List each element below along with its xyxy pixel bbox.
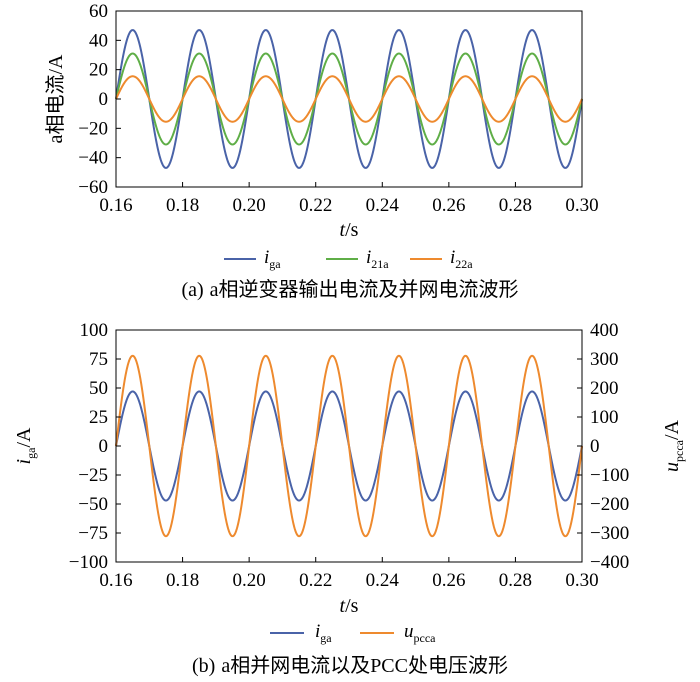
chart-b-legend: iga upcca [270,621,436,645]
chart-a-x-tick-label: 0.30 [565,195,598,216]
chart-a-y-tick-label: 60 [89,1,108,22]
chart-b-left-y-tick-label: 50 [89,378,108,399]
chart-b-x-tick-label: 0.24 [366,570,400,591]
chart-a: 0.16 0.18 0.20 0.22 0.24 0.26 0.28 0.30 60 40 20 0… [44,1,599,301]
legend-label-iga-b: iga [315,621,332,645]
chart-b-right-axis-label: upcca/A [661,419,686,472]
chart-b-y-ticks-right: 400 300 200 100 0 −100 −200 −300 −400 [577,320,629,573]
chart-a-x-tick-label: 0.20 [233,195,266,216]
chart-b-y-ticks-left: 100 75 50 25 0 −25 −50 −75 −100 [69,320,121,573]
chart-a-y-tick-label: 40 [89,30,108,51]
chart-b-left-y-tick-label: 0 [99,436,109,457]
chart-b-right-y-tick-label: 300 [590,349,619,370]
chart-a-y-tick-label: −20 [78,118,108,139]
chart-b-x-tick-label: 0.26 [432,570,465,591]
chart-a-caption: (a) a相逆变器输出电流及并网电流波形 [181,278,518,301]
legend-label-iga: iga [264,247,281,271]
chart-b-right-y-tick-label: −400 [590,552,629,573]
chart-b-right-y-tick-label: −100 [590,465,629,486]
chart-b-x-tick-label: 0.16 [99,570,132,591]
chart-b-x-tick-label: 0.18 [166,570,199,591]
chart-a-y-ticks: 60 40 20 0 −20 −40 −60 [78,1,121,198]
chart-a-legend: iga i21a i22a [224,247,473,271]
chart-b-left-y-tick-label: −25 [78,465,108,486]
chart-b-left-y-tick-label: 25 [89,407,108,428]
chart-b-right-y-tick-label: 100 [590,407,619,428]
legend-label-i22a: i22a [450,247,473,271]
chart-b-x-tick-label: 0.22 [299,570,332,591]
chart-b-caption: (b) a相并网电流以及PCC处电压波形 [192,654,508,677]
chart-a-y-tick-label: 0 [99,89,109,110]
chart-b-left-y-tick-label: −75 [78,523,108,544]
chart-a-x-tick-label: 0.24 [366,195,400,216]
chart-b-right-y-tick-label: −200 [590,494,629,515]
chart-a-y-axis-label: a相电流/A [44,54,67,143]
chart-b-right-y-tick-label: −300 [590,523,629,544]
chart-b: 0.16 0.18 0.20 0.22 0.24 0.26 0.28 0.30 100 75 50… [13,320,686,677]
chart-b-left-y-tick-label: −50 [78,494,108,515]
chart-b-x-tick-label: 0.30 [565,570,598,591]
chart-a-x-tick-label: 0.28 [499,195,532,216]
legend-label-i21a: i21a [366,247,389,271]
chart-b-right-y-tick-label: 200 [590,378,619,399]
chart-b-left-axis-label: iga/A [13,427,38,464]
chart-a-y-tick-label: −60 [78,177,108,198]
chart-b-x-tick-label: 0.28 [499,570,532,591]
legend-label-upcca: upcca [404,621,436,645]
chart-b-x-axis-label: t/s [340,595,359,617]
chart-a-lines [115,29,583,169]
chart-b-left-y-tick-label: −100 [69,552,108,573]
chart-a-series-i22a [115,75,583,123]
chart-a-x-tick-label: 0.16 [99,195,132,216]
chart-a-y-tick-label: −40 [78,148,108,169]
chart-a-x-ticks: 0.16 0.18 0.20 0.22 0.24 0.26 0.28 0.30 [99,182,599,216]
chart-b-left-y-tick-label: 100 [80,320,109,341]
chart-a-x-axis-label: t/s [340,219,359,241]
chart-b-lines [115,354,583,538]
chart-b-x-ticks: 0.16 0.18 0.20 0.22 0.24 0.26 0.28 0.30 [99,557,599,591]
chart-b-x-tick-label: 0.20 [233,570,266,591]
chart-a-x-tick-label: 0.22 [299,195,332,216]
chart-b-right-y-tick-label: 0 [590,436,600,457]
chart-a-x-tick-label: 0.26 [432,195,465,216]
chart-a-y-tick-label: 20 [89,60,108,81]
chart-b-left-y-tick-label: 75 [89,349,108,370]
chart-b-right-y-tick-label: 400 [590,320,619,341]
chart-b-series-upcca [115,354,583,538]
chart-a-x-tick-label: 0.18 [166,195,199,216]
